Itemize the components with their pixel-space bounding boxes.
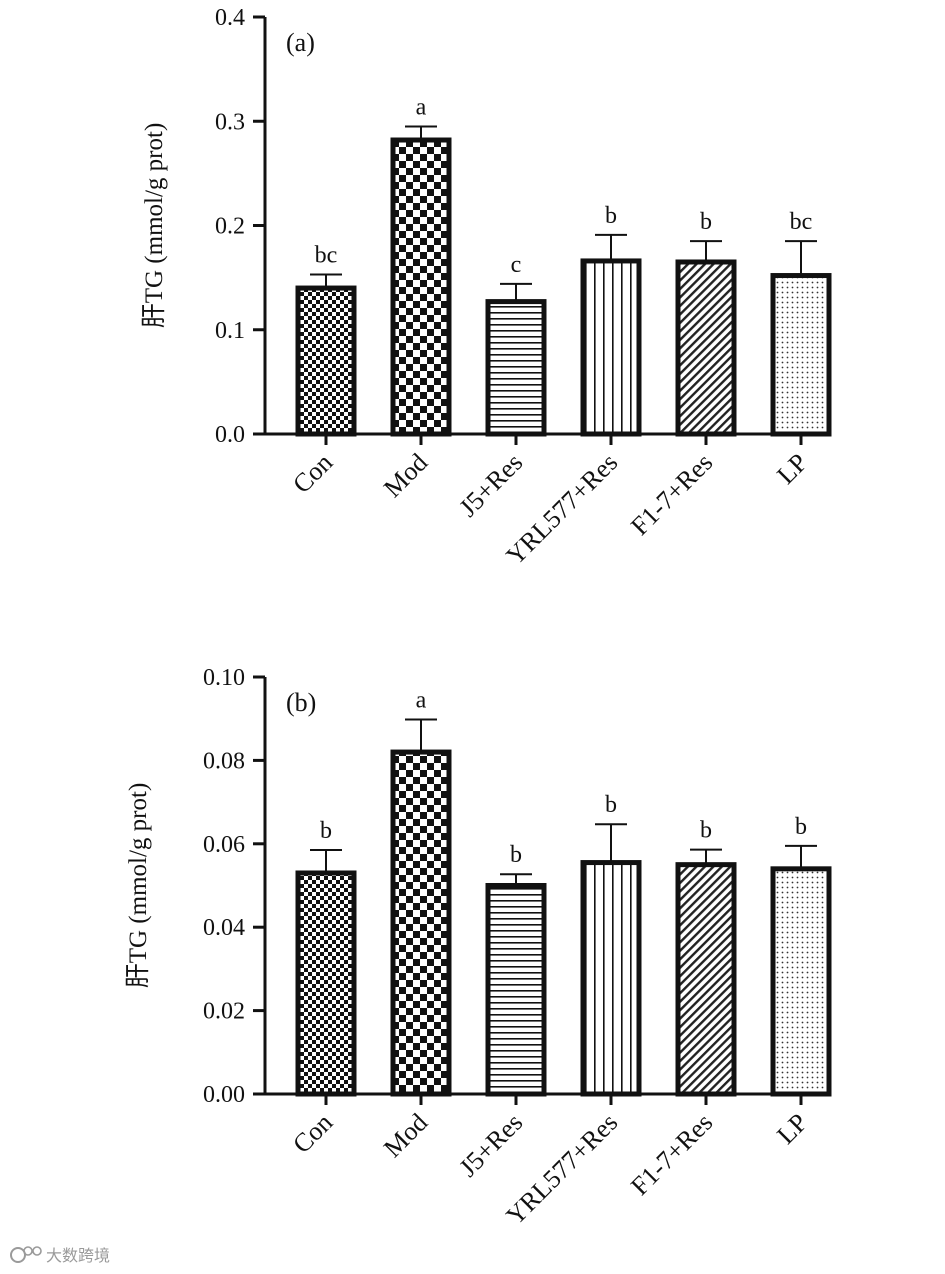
significance-label: a [416, 688, 427, 714]
y-tick-label: 0.10 [203, 665, 245, 691]
significance-label: bc [790, 209, 813, 235]
watermark-text: 大数跨境 [46, 1246, 110, 1265]
watermark: 大数跨境 [10, 1246, 110, 1265]
significance-label: b [795, 814, 807, 840]
bar-f1-7-res [675, 259, 737, 437]
bar-mod [390, 137, 452, 437]
significance-label: c [511, 252, 522, 278]
significance-label: b [700, 818, 712, 844]
x-tick-label: F1-7+Res [625, 448, 718, 541]
y-tick-label: 0.04 [203, 915, 245, 941]
significance-label: b [605, 203, 617, 229]
x-tick-label: F1-7+Res [625, 1108, 718, 1201]
significance-label: b [320, 818, 332, 844]
x-tick-label: Mod [378, 448, 433, 503]
bar-mod [390, 749, 452, 1097]
significance-label: b [605, 792, 617, 818]
y-tick-label: 0.3 [215, 109, 245, 135]
y-tick-label: 0.1 [215, 318, 245, 344]
bar-yrl577-res [580, 860, 642, 1097]
y-tick-label: 0.00 [203, 1082, 245, 1108]
bar-lp [770, 273, 832, 437]
chart-panel-b: 0.00 0.02 0.04 0.06 0.08 0.10 肝TG (mmol/g prot… [125, 665, 832, 1231]
logo-icon [10, 1246, 42, 1263]
x-tick-label: Mod [378, 1108, 433, 1163]
significance-label: b [510, 842, 522, 868]
significance-label: a [416, 94, 427, 120]
significance-label: b [700, 209, 712, 235]
bar-f1-7-res [675, 862, 737, 1097]
x-tick-label: Con [287, 448, 338, 499]
y-tick-label: 0.02 [203, 999, 245, 1025]
y-tick-label: 0.0 [215, 422, 245, 448]
bar-con [295, 285, 357, 437]
bar-j5-res [485, 299, 547, 437]
panel-label: (b) [286, 688, 316, 717]
x-tick-label: Con [287, 1108, 338, 1159]
bar-j5-res [485, 883, 547, 1097]
y-tick-label: 0.06 [203, 832, 245, 858]
x-tick-label: LP [771, 448, 813, 490]
y-tick-label: 0.4 [215, 5, 245, 31]
bar-yrl577-res [580, 258, 642, 437]
x-tick-label: LP [771, 1108, 813, 1150]
y-tick-label: 0.08 [203, 748, 245, 774]
y-axis-title: 肝TG (mmol/g prot) [125, 783, 152, 989]
x-tick-label: J5+Res [453, 1108, 528, 1183]
bar-lp [770, 866, 832, 1097]
x-tick-label: J5+Res [453, 448, 528, 523]
panel-label: (a) [286, 28, 315, 57]
significance-label: bc [315, 242, 338, 268]
bar-con [295, 870, 357, 1097]
y-axis-title: 肝TG (mmol/g prot) [141, 123, 168, 329]
y-tick-label: 0.2 [215, 214, 245, 240]
